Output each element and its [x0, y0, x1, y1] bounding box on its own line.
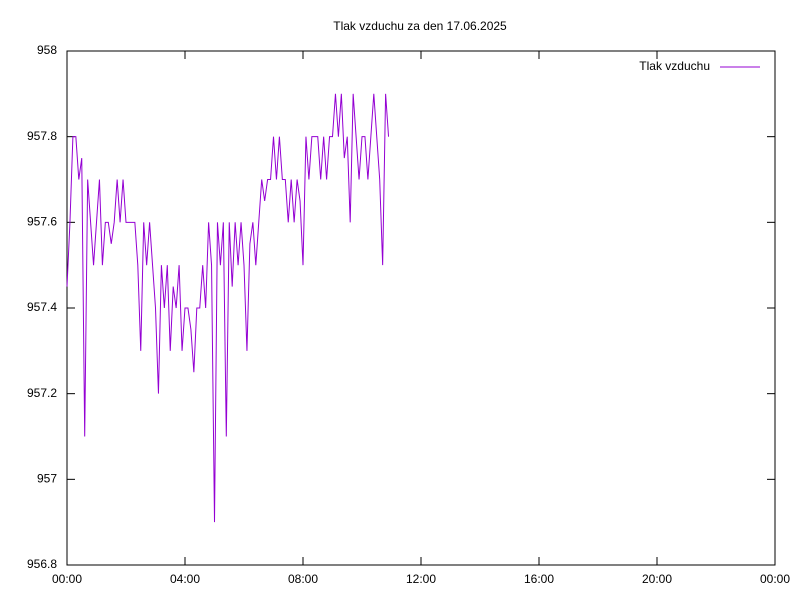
plot-frame: [66, 50, 776, 566]
y-tick-label: 957.6: [27, 215, 57, 229]
line-series: [66, 93, 390, 523]
x-tick-label: 00:00: [760, 572, 790, 586]
x-tick-label: 08:00: [288, 572, 318, 586]
y-tick-label: 956.8: [27, 557, 57, 571]
legend-label: Tlak vzduchu: [639, 59, 710, 73]
y-tick-label: 957.4: [27, 300, 57, 314]
y-tick-label: 957.8: [27, 129, 57, 143]
chart-title: Tlak vzduchu za den 17.06.2025: [333, 19, 507, 33]
y-tick-label: 957: [37, 472, 57, 486]
x-tick-label: 00:00: [52, 572, 82, 586]
y-tick-label: 957.2: [27, 386, 57, 400]
x-tick-label: 04:00: [170, 572, 200, 586]
x-tick-label: 20:00: [642, 572, 672, 586]
x-tick-label: 12:00: [406, 572, 436, 586]
x-tick-label: 16:00: [524, 572, 554, 586]
y-tick-label: 958: [37, 43, 57, 57]
